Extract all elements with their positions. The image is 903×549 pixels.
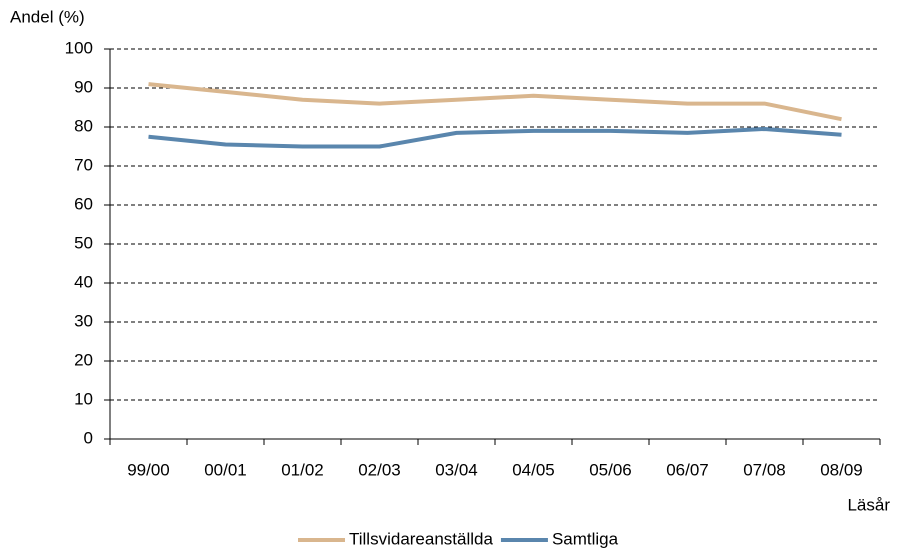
y-tick-label: 20 — [74, 350, 93, 369]
y-tick-label: 0 — [84, 428, 93, 447]
y-tick-label: 30 — [74, 311, 93, 330]
x-tick-label: 00/01 — [204, 460, 247, 479]
y-tick-label: 60 — [74, 194, 93, 213]
x-tick-label: 06/07 — [666, 460, 709, 479]
legend-label: Samtliga — [552, 529, 619, 548]
x-tick-label: 08/09 — [820, 460, 863, 479]
y-tick-label: 100 — [65, 38, 93, 57]
series-line — [148, 82, 842, 122]
y-tick-label: 90 — [74, 77, 93, 96]
y-tick-label: 50 — [74, 233, 93, 252]
x-tick-label: 05/06 — [589, 460, 632, 479]
y-tick-label: 10 — [74, 389, 93, 408]
x-tick-label: 02/03 — [358, 460, 401, 479]
x-tick-label: 07/08 — [743, 460, 786, 479]
series-line — [148, 126, 842, 149]
y-tick-label: 80 — [74, 116, 93, 135]
x-axis-title: Läsår — [847, 495, 890, 514]
y-tick-label: 70 — [74, 155, 93, 174]
y-tick-label: 40 — [74, 272, 93, 291]
legend-label: Tillsvidareanställda — [349, 529, 493, 548]
x-tick-label: 01/02 — [281, 460, 324, 479]
x-tick-label: 04/05 — [512, 460, 555, 479]
x-tick-label: 99/00 — [127, 460, 170, 479]
y-axis-title: Andel (%) — [10, 7, 85, 26]
x-tick-label: 03/04 — [435, 460, 478, 479]
